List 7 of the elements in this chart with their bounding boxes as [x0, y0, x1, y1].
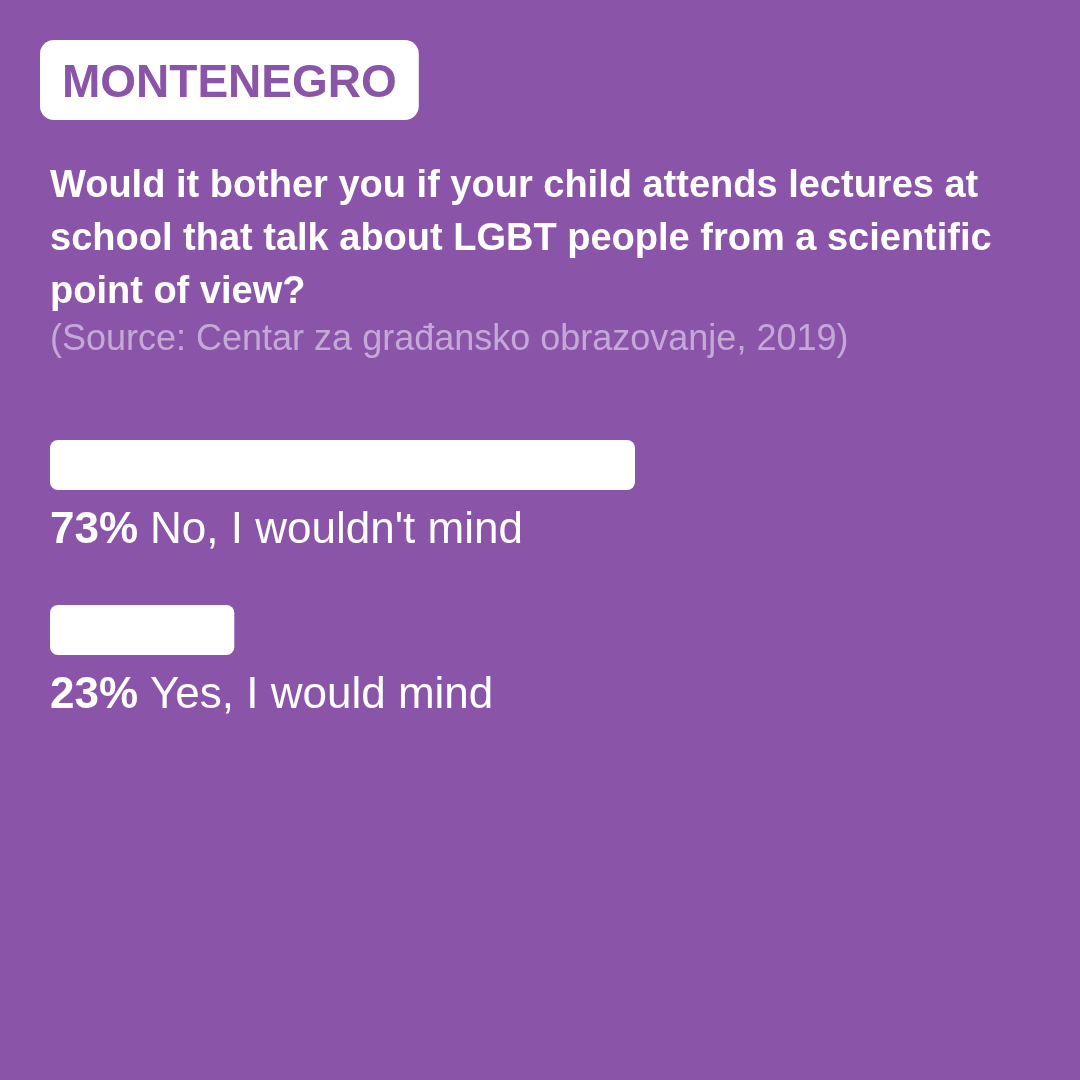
- chart-title: MONTENEGRO: [62, 55, 397, 107]
- data-label: 23%: [50, 668, 139, 717]
- chart-subtitle: Would it bother you if your child attends lectures at school that talk about LGBT people from a scientific point of view?: [50, 163, 992, 311]
- text: (Source: Centar za građansko obrazovanje, 2019): [50, 317, 849, 358]
- data-label: 73%: [50, 503, 139, 552]
- y-tick-label: No, I wouldn't mind: [150, 503, 523, 552]
- y-tick-label: Yes, I would mind: [150, 668, 494, 717]
